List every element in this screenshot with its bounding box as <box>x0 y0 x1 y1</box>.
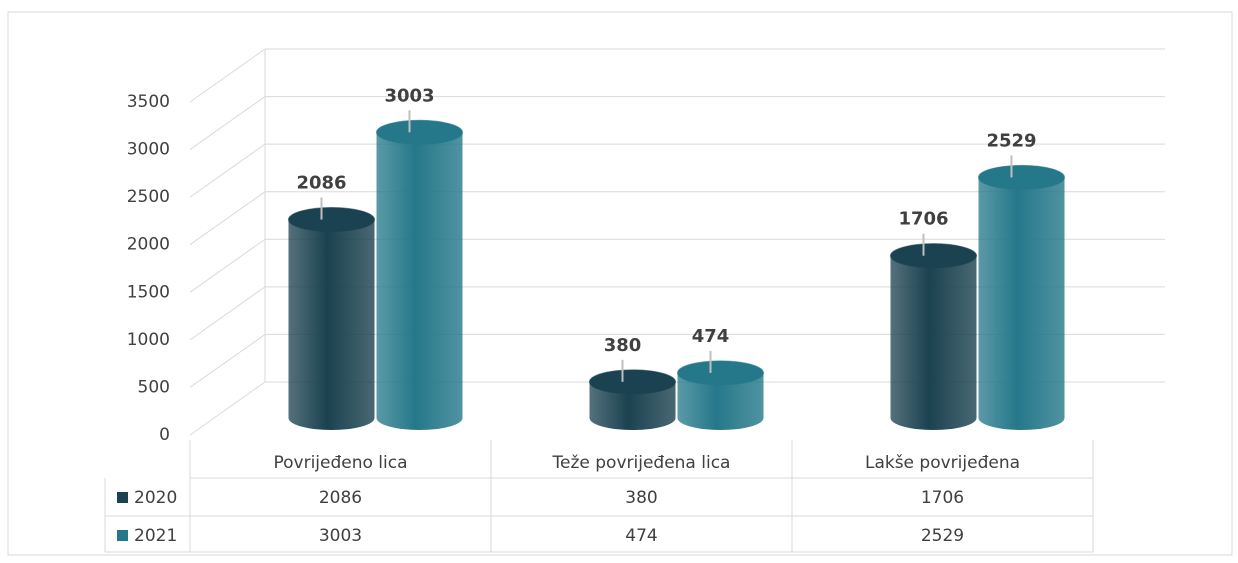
data-label: 1706 <box>898 209 948 230</box>
y-tick-label: 1500 <box>127 282 170 302</box>
cylinder-top <box>890 243 977 269</box>
x-tick-label: Povrijeđeno lica <box>273 453 407 473</box>
legend-swatch <box>117 530 128 541</box>
y-tick-label: 3000 <box>127 140 170 160</box>
cylinder-body <box>589 381 676 431</box>
data-label: 3003 <box>384 85 434 106</box>
cylinder-body <box>677 372 764 431</box>
legend-swatch <box>117 492 128 503</box>
cylinder-top <box>589 369 676 395</box>
x-tick-label: Lakše povrijeđena <box>865 453 1020 473</box>
legend-label: 2021 <box>134 526 177 546</box>
table-cell: 3003 <box>319 526 362 546</box>
data-label: 380 <box>604 335 642 356</box>
cylinder-top <box>677 360 764 386</box>
data-label: 2086 <box>296 173 346 194</box>
x-tick-label: Teže povrijeđena lica <box>552 453 731 473</box>
y-tick-label: 2000 <box>127 235 170 255</box>
grid-line-side <box>189 96 266 150</box>
cylinder-body <box>890 255 977 431</box>
grid-line-side <box>189 286 266 341</box>
grid-line-side <box>189 143 266 198</box>
data-label: 2529 <box>986 130 1036 151</box>
data-label: 474 <box>692 326 730 347</box>
cylinder-top <box>376 119 463 145</box>
y-tick-label: 3500 <box>127 92 170 112</box>
y-tick-label: 2500 <box>127 187 170 207</box>
y-tick-label: 500 <box>138 377 170 397</box>
legend-label: 2020 <box>134 488 177 508</box>
cylinder-body <box>376 132 463 431</box>
cylinder-top <box>978 164 1065 190</box>
table-cell: 474 <box>625 526 657 546</box>
grid-line-side <box>189 191 266 246</box>
cylinder-body <box>978 177 1065 431</box>
cylinder-top <box>288 207 375 233</box>
table-cell: 1706 <box>921 488 964 508</box>
cylinder-body <box>288 219 375 430</box>
table-cell: 380 <box>625 488 657 508</box>
y-tick-label: 1000 <box>127 330 170 350</box>
grid-line-side <box>189 48 266 103</box>
table-cell: 2529 <box>921 526 964 546</box>
grid-line-side <box>189 334 266 388</box>
y-tick-label: 0 <box>159 425 170 445</box>
grid-line-side <box>189 381 266 436</box>
grid-line-side <box>189 238 266 293</box>
table-cell: 2086 <box>319 488 362 508</box>
